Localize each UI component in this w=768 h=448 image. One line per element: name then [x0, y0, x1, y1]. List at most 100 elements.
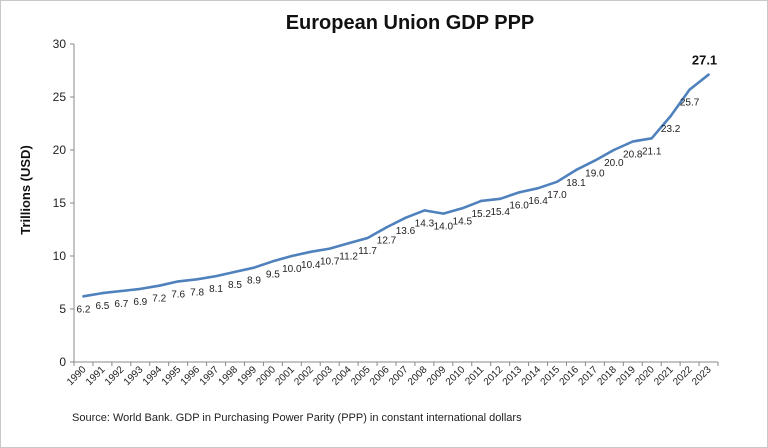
- source-note: Source: World Bank. GDP in Purchasing Po…: [72, 412, 522, 424]
- series-line-group: [82, 73, 710, 298]
- y-tick-label: 0: [59, 355, 66, 369]
- data-label: 8.5: [228, 280, 242, 291]
- data-label: 18.1: [566, 178, 586, 189]
- x-tick-label: 2020: [633, 364, 657, 388]
- y-tick-label: 10: [53, 249, 67, 263]
- data-point: [158, 284, 161, 287]
- x-tick-label: 1998: [217, 364, 241, 388]
- data-label: 15.4: [490, 207, 510, 218]
- x-tick-label: 2012: [482, 364, 506, 388]
- x-tick-label: 2005: [349, 364, 373, 388]
- data-point: [536, 186, 540, 190]
- x-tick-label: 1996: [179, 364, 203, 388]
- y-tick-label: 25: [53, 90, 67, 104]
- x-tick-label: 2002: [292, 364, 316, 388]
- data-point: [139, 287, 142, 291]
- x-tick-label: 2015: [539, 364, 563, 388]
- x-tick-label: 2009: [425, 364, 449, 388]
- x-tick-label: 2006: [368, 364, 392, 388]
- data-label: 7.6: [171, 289, 185, 300]
- chart-title: European Union GDP PPP: [286, 12, 535, 34]
- x-tick-label: 2000: [254, 364, 278, 388]
- data-label: 23.2: [661, 124, 681, 135]
- data-point: [101, 291, 104, 295]
- data-point: [195, 278, 199, 281]
- data-label: 14.0: [434, 222, 454, 233]
- data-labels-group: 6.2 6.5 6.7 6.9 7.2 7.6 7.8 8.1 8.5 8.99.5 10.0 10.…: [77, 53, 718, 316]
- data-point: [385, 226, 388, 229]
- x-tick-label: 2008: [406, 364, 430, 388]
- y-axis-label: Trillions (USD): [18, 145, 33, 235]
- y-tick-label: 5: [59, 302, 66, 316]
- data-point: [120, 289, 123, 293]
- data-point: [593, 159, 597, 162]
- series-line: [82, 73, 710, 298]
- data-point: [517, 191, 521, 194]
- x-tick-label: 2003: [311, 364, 335, 388]
- x-tick-label: 2013: [501, 364, 525, 388]
- x-tick-label: 2016: [558, 364, 582, 388]
- x-tick-label: 1994: [141, 364, 165, 388]
- data-point: [328, 247, 331, 250]
- y-tick-label: 20: [53, 143, 67, 157]
- data-point: [461, 207, 464, 210]
- y-axis: 0 5 10 15 20 25 30: [53, 37, 75, 369]
- x-tick-label: 2019: [614, 364, 638, 388]
- data-point: [423, 209, 426, 212]
- x-tick-label: 2010: [444, 364, 468, 388]
- data-point: [290, 254, 294, 258]
- x-tick-label: 1999: [236, 364, 260, 388]
- x-tick-label: 2001: [273, 364, 297, 388]
- data-label: 25.7: [680, 98, 700, 109]
- x-tick-label: 2007: [387, 364, 411, 388]
- data-label: 10.4: [301, 260, 321, 271]
- y-tick-label: 15: [53, 196, 67, 210]
- data-point: [631, 140, 634, 143]
- data-label: 12.7: [377, 235, 397, 246]
- data-point: [574, 168, 578, 172]
- x-tick-label: 2014: [520, 364, 544, 388]
- data-point: [555, 180, 559, 183]
- data-label: 19.0: [585, 169, 605, 180]
- data-point: [404, 216, 407, 220]
- x-tick-label: 1997: [198, 364, 222, 388]
- data-label: 8.1: [209, 284, 223, 295]
- x-tick-label: 1993: [122, 364, 146, 388]
- data-label: 10.7: [320, 257, 340, 268]
- x-tick-label: 2023: [690, 364, 714, 388]
- data-label: 10.0: [282, 264, 302, 275]
- data-label: 16.4: [528, 196, 548, 207]
- data-point: [271, 260, 275, 263]
- data-label: 7.2: [152, 294, 166, 305]
- data-label: 13.6: [396, 226, 416, 237]
- data-label: 20.0: [604, 158, 624, 169]
- data-point: [366, 236, 369, 240]
- data-label: 14.5: [453, 216, 473, 227]
- data-label: 15.2: [472, 209, 492, 220]
- data-label: 11.7: [358, 246, 377, 257]
- x-tick-label: 2018: [595, 364, 619, 388]
- data-label: 9.5: [266, 269, 280, 280]
- data-point: [442, 212, 445, 215]
- data-point: [498, 197, 502, 200]
- data-label: 17.0: [547, 190, 567, 201]
- data-label: 8.9: [247, 276, 261, 287]
- x-tick-label: 1991: [84, 364, 108, 388]
- data-point: [214, 274, 218, 278]
- x-tick-label: 2022: [671, 364, 695, 388]
- x-tick-label: 1990: [65, 364, 89, 388]
- data-point: [688, 88, 691, 91]
- data-point: [347, 242, 350, 245]
- data-label: 16.0: [509, 200, 529, 211]
- data-label: 21.1: [642, 146, 662, 157]
- data-label: 20.8: [623, 150, 643, 161]
- data-label: 14.3: [415, 218, 435, 229]
- data-point: [480, 199, 483, 203]
- data-label: 11.2: [339, 251, 358, 262]
- data-label: 6.9: [133, 297, 147, 308]
- data-point: [707, 73, 710, 76]
- data-point: [176, 280, 180, 283]
- data-point: [82, 295, 85, 298]
- x-tick-label: 2021: [652, 364, 676, 388]
